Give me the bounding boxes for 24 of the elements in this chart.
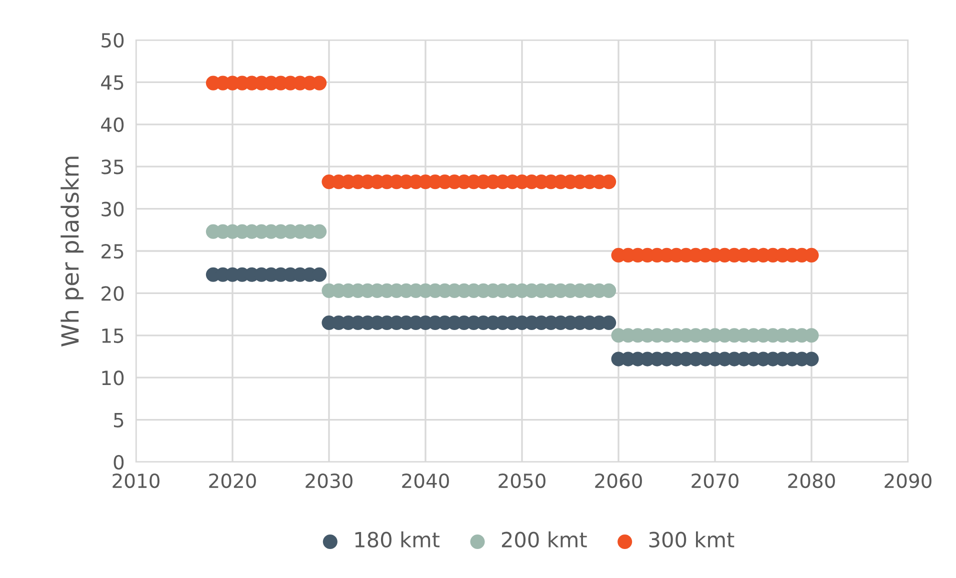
x-tick-label: 2050 <box>498 473 546 488</box>
x-tick-label: 2080 <box>788 473 835 488</box>
y-tick-label: 10 <box>102 370 124 386</box>
legend-label: 300 kmt <box>649 531 734 548</box>
x-tick-label: 2040 <box>402 473 449 488</box>
x-tick-label: 2090 <box>884 473 932 488</box>
y-axis-title: Wh per pladskm <box>60 156 84 346</box>
y-tick-label: 45 <box>101 75 124 90</box>
y-tick-label: 40 <box>101 117 124 132</box>
y-tick-label: 0 <box>114 454 124 470</box>
y-tick-label: 50 <box>102 32 124 48</box>
legend-label: 200 kmt <box>502 531 587 548</box>
y-tick-label: 15 <box>102 328 124 344</box>
x-tick-label: 2060 <box>595 473 642 488</box>
x-tick-label: 2020 <box>209 473 256 488</box>
y-tick-label: 20 <box>102 286 124 301</box>
x-tick-label: 2010 <box>112 473 160 488</box>
y-tick-label: 5 <box>114 413 124 428</box>
x-tick-label: 2030 <box>306 473 352 488</box>
y-tick-label: 25 <box>102 244 124 259</box>
x-tick-label: 2070 <box>692 473 738 488</box>
legend-label: 180 kmt <box>355 531 440 548</box>
y-tick-label: 35 <box>102 160 124 174</box>
y-tick-label: 30 <box>102 202 124 216</box>
